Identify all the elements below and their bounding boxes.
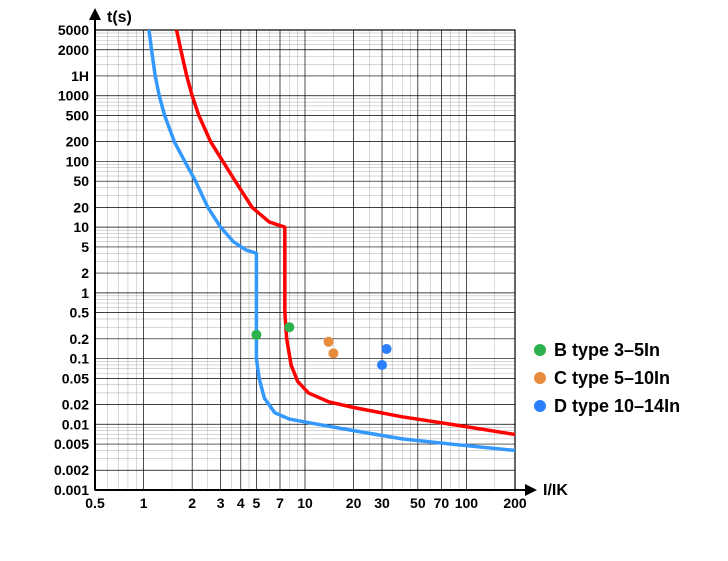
y-tick-label: 0.2 — [70, 331, 90, 347]
y-tick-label: 20 — [73, 199, 89, 215]
x-tick-label: 5 — [253, 495, 261, 511]
y-tick-label: 0.001 — [54, 482, 89, 498]
y-tick-label: 0.01 — [62, 416, 89, 432]
y-tick-label: 0.005 — [54, 436, 89, 452]
data-marker — [251, 330, 261, 340]
y-tick-label: 0.002 — [54, 462, 89, 478]
y-tick-label: 1 — [81, 285, 89, 301]
y-tick-label: 10 — [73, 219, 89, 235]
y-tick-label: 5000 — [58, 22, 89, 38]
y-tick-label: 100 — [66, 153, 90, 169]
x-tick-label: 20 — [346, 495, 362, 511]
x-tick-label: 7 — [276, 495, 284, 511]
y-tick-label: 0.1 — [70, 351, 90, 367]
data-marker — [328, 348, 338, 358]
y-tick-label: 2 — [81, 265, 89, 281]
x-tick-label: 50 — [410, 495, 426, 511]
data-marker — [284, 322, 294, 332]
y-tick-label: 2000 — [58, 42, 89, 58]
x-tick-label: 2 — [188, 495, 196, 511]
y-tick-label: 1H — [71, 68, 89, 84]
x-tick-label: 3 — [217, 495, 225, 511]
y-tick-label: 1000 — [58, 88, 89, 104]
y-tick-label: 200 — [66, 134, 90, 150]
trip-curve-chart: t(s)I/IK0.512345710203050701002000.0010.… — [0, 0, 728, 561]
data-marker — [382, 344, 392, 354]
y-tick-label: 5 — [81, 239, 89, 255]
data-marker — [377, 360, 387, 370]
data-marker — [324, 337, 334, 347]
y-tick-label: 0.5 — [70, 305, 90, 321]
x-tick-label: 70 — [434, 495, 450, 511]
legend-marker — [534, 344, 546, 356]
x-tick-label: 200 — [503, 495, 527, 511]
legend-marker — [534, 400, 546, 412]
y-tick-label: 500 — [66, 107, 90, 123]
x-tick-label: 4 — [237, 495, 245, 511]
x-axis-label: I/IK — [543, 482, 568, 499]
y-axis-label: t(s) — [107, 9, 132, 26]
x-tick-label: 10 — [297, 495, 313, 511]
x-tick-label: 30 — [374, 495, 390, 511]
legend-label: B type 3–5In — [554, 340, 660, 360]
legend-label: C type 5–10In — [554, 368, 670, 388]
x-tick-label: 1 — [140, 495, 148, 511]
x-tick-label: 100 — [455, 495, 479, 511]
y-tick-label: 0.05 — [62, 370, 89, 386]
y-tick-label: 0.02 — [62, 397, 89, 413]
y-tick-label: 50 — [73, 173, 89, 189]
legend-marker — [534, 372, 546, 384]
legend-label: D type 10–14In — [554, 396, 680, 416]
